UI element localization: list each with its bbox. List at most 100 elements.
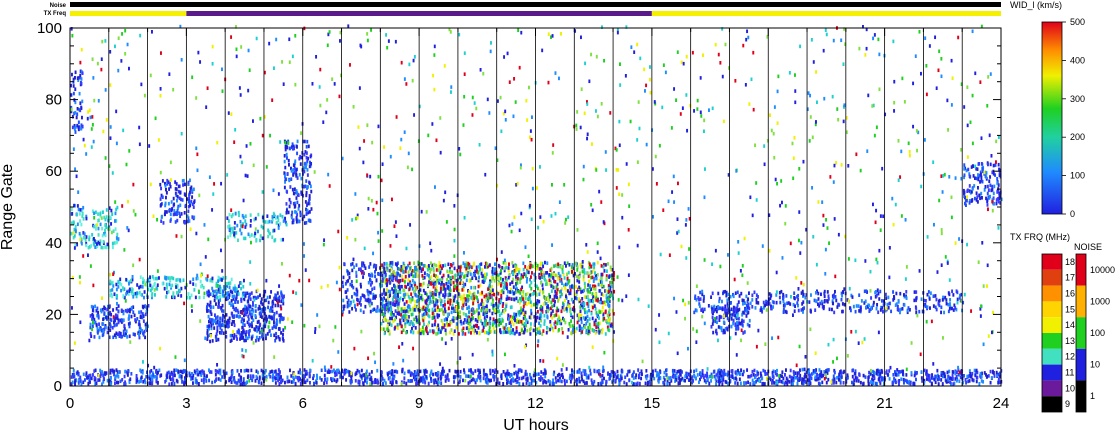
data-cell xyxy=(144,312,147,317)
data-cell xyxy=(826,368,829,372)
data-cell xyxy=(425,292,428,297)
data-cell xyxy=(363,373,366,377)
data-cell xyxy=(70,109,73,114)
data-cell xyxy=(467,289,470,293)
data-cell xyxy=(132,332,135,336)
data-cell xyxy=(778,379,781,383)
data-cell xyxy=(269,370,272,374)
data-cell xyxy=(524,296,527,301)
data-cell xyxy=(491,273,494,277)
data-cell xyxy=(231,370,234,375)
data-cell xyxy=(145,375,148,379)
data-cell xyxy=(473,261,476,266)
data-cell xyxy=(545,302,548,306)
data-cell xyxy=(444,291,447,295)
data-cell xyxy=(194,380,197,385)
data-cell xyxy=(606,290,609,294)
data-cell xyxy=(739,372,742,376)
data-cell xyxy=(296,176,299,180)
data-cell xyxy=(240,319,243,324)
data-cell xyxy=(333,368,335,373)
data-cell xyxy=(407,282,409,287)
data-cell xyxy=(289,368,291,373)
data-cell xyxy=(320,378,323,382)
data-cell xyxy=(385,283,388,288)
data-cell xyxy=(699,377,701,382)
data-cell xyxy=(541,287,544,291)
data-cell xyxy=(432,285,435,289)
data-cell xyxy=(598,369,601,373)
data-cell xyxy=(440,372,443,376)
data-cell xyxy=(613,271,615,275)
data-cell xyxy=(909,381,912,386)
data-cell xyxy=(226,292,229,296)
data-cell xyxy=(549,320,552,324)
data-cell xyxy=(536,286,539,291)
data-cell xyxy=(928,377,931,381)
data-cell xyxy=(122,286,124,290)
data-cell xyxy=(164,276,167,280)
data-cell xyxy=(399,296,402,300)
data-cell xyxy=(778,377,781,381)
data-cell xyxy=(571,373,574,378)
data-cell xyxy=(437,264,440,269)
data-cell xyxy=(419,369,422,374)
data-cell xyxy=(846,375,849,380)
data-cell xyxy=(91,233,94,237)
data-cell xyxy=(563,276,566,280)
data-cell xyxy=(88,235,91,239)
data-cell xyxy=(381,376,384,381)
data-cell xyxy=(301,183,304,188)
data-cell xyxy=(941,371,944,375)
data-cell xyxy=(857,379,860,383)
data-cell xyxy=(902,377,905,382)
data-cell xyxy=(990,376,993,380)
data-cell xyxy=(172,294,175,298)
data-cell xyxy=(128,289,131,293)
data-cell xyxy=(151,286,154,291)
data-cell xyxy=(201,283,204,288)
data-cell xyxy=(566,272,569,277)
data-cell xyxy=(115,240,118,245)
data-cell xyxy=(428,314,431,319)
data-cell xyxy=(186,295,189,300)
data-cell xyxy=(303,368,306,372)
data-cell xyxy=(587,304,590,309)
data-cell xyxy=(242,328,245,333)
data-cell xyxy=(349,381,352,385)
data-cell xyxy=(149,277,152,282)
data-cell xyxy=(320,368,323,373)
data-cell xyxy=(954,377,957,381)
data-cell xyxy=(732,318,735,323)
data-cell xyxy=(104,217,107,222)
data-cell xyxy=(790,375,793,380)
data-cell xyxy=(449,276,452,280)
data-cell xyxy=(526,320,529,325)
data-cell xyxy=(278,299,281,303)
data-cell xyxy=(240,286,243,291)
noise-strip xyxy=(70,2,1001,7)
data-cell xyxy=(456,269,459,273)
data-cell xyxy=(200,378,203,383)
data-cell xyxy=(96,313,99,318)
data-cell xyxy=(368,377,371,382)
data-cell xyxy=(164,210,167,214)
data-cell xyxy=(555,380,558,384)
data-cell xyxy=(862,373,865,378)
data-cell xyxy=(109,378,112,382)
data-cell xyxy=(432,300,434,304)
data-cell xyxy=(249,304,251,309)
data-cell xyxy=(271,305,274,309)
data-cell xyxy=(274,338,277,343)
data-cell xyxy=(83,236,86,240)
data-cell xyxy=(167,370,170,375)
data-cell xyxy=(410,371,413,376)
data-cell xyxy=(113,318,116,323)
data-cell xyxy=(278,372,281,376)
data-cell xyxy=(478,268,481,272)
data-cell xyxy=(411,297,414,302)
data-cell xyxy=(216,319,219,323)
data-cell xyxy=(104,233,107,238)
data-cell xyxy=(265,333,267,338)
data-cell xyxy=(912,381,915,386)
